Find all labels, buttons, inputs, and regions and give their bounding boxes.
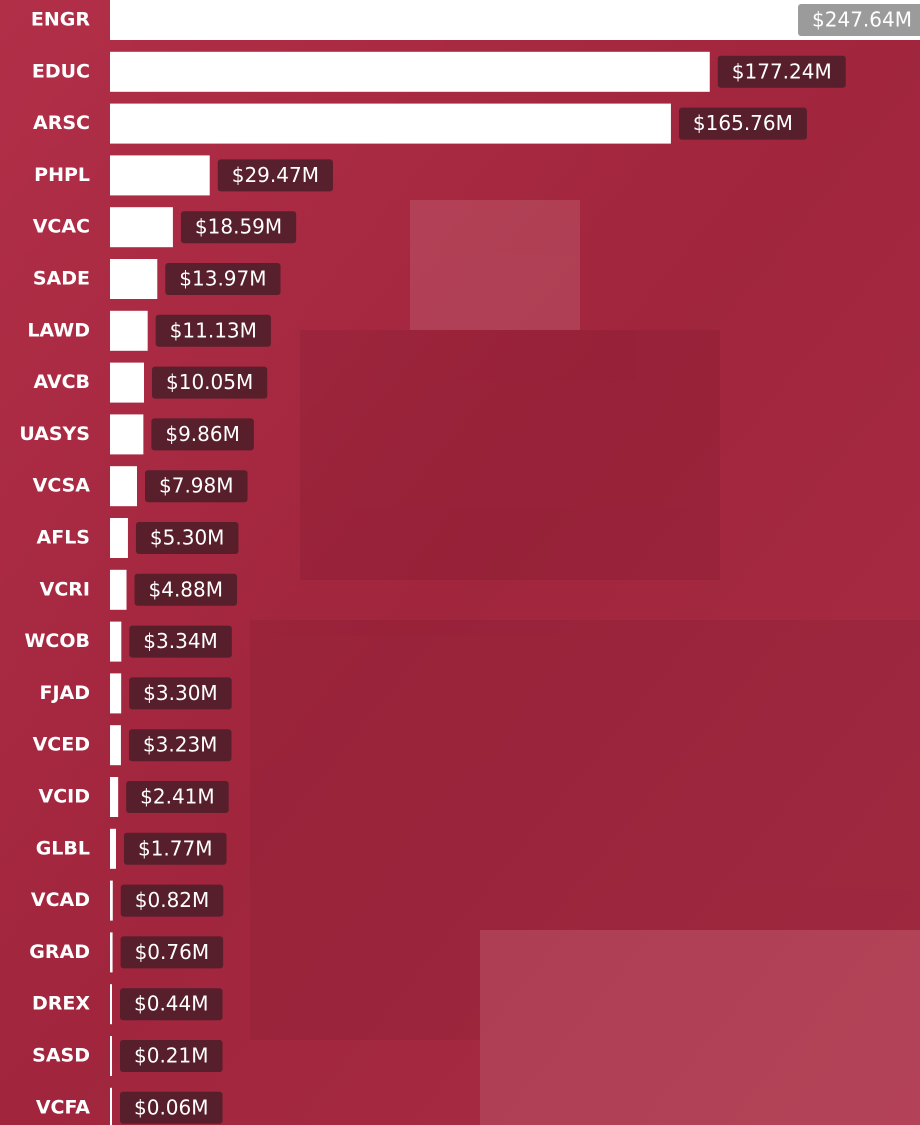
value-label: $2.41M [140,785,215,809]
bar [110,570,127,610]
category-label: SASD [32,1045,90,1067]
value-label-group: $0.82M [121,885,224,917]
value-label-group: $9.86M [151,418,254,450]
value-label-group: $1.77M [124,833,227,865]
value-label: $165.76M [693,111,793,135]
bar [110,518,128,558]
value-label-group: $10.05M [152,367,267,399]
value-label: $247.64M [812,8,912,32]
value-label: $9.86M [165,422,240,446]
value-label: $1.77M [138,836,213,860]
category-label: ENGR [31,9,90,31]
category-label: EDUC [32,60,90,82]
category-label: UASYS [19,423,90,445]
value-label-group: $3.30M [129,677,232,709]
category-label: DREX [32,993,90,1015]
category-label: SADE [33,268,90,290]
bar [110,104,671,144]
value-label: $3.23M [143,733,218,757]
value-label: $177.24M [732,59,832,83]
bar [110,155,210,195]
value-label: $10.05M [166,370,253,394]
category-label: VCED [33,734,90,756]
value-label-group: $11.13M [156,315,271,347]
value-label: $0.21M [134,1044,209,1068]
value-label: $7.98M [159,474,234,498]
category-label: VCID [39,786,91,808]
value-label: $18.59M [195,215,282,239]
bar [110,414,143,454]
value-label-group: $165.76M [679,108,807,140]
value-label-group: $177.24M [718,56,846,88]
bar [110,1088,112,1125]
category-label: VCSA [33,475,91,497]
value-label: $4.88M [149,577,224,601]
value-label-group: $2.41M [126,781,229,813]
category-label: GRAD [29,941,90,963]
value-label-group: $0.06M [120,1092,223,1124]
category-label: VCRI [40,578,90,600]
bar [110,622,121,662]
value-label-group: $18.59M [181,211,296,243]
bar [110,829,116,869]
category-label: AVCB [33,371,90,393]
value-label: $29.47M [232,163,319,187]
value-label: $3.30M [143,681,218,705]
category-label: VCAD [31,889,90,911]
bar [110,52,710,92]
bar [110,363,144,403]
bar [110,207,173,247]
value-label-group: $3.23M [129,729,232,761]
bar [110,466,137,506]
bar [110,311,148,351]
category-label: PHPL [34,164,90,186]
value-label: $5.30M [150,526,225,550]
category-label: FJAD [39,682,90,704]
bar [110,984,112,1024]
value-label-group: $5.30M [136,522,239,554]
category-label: VCFA [36,1096,90,1118]
value-label: $0.06M [134,1095,209,1119]
category-label: ARSC [33,112,90,134]
value-label-group: $7.98M [145,470,248,502]
value-label-group: $0.76M [121,936,224,968]
category-label: WCOB [24,630,90,652]
bar [110,725,121,765]
value-label: $0.82M [135,888,210,912]
chart: ENGR $247.64M EDUC $177.24M ARSC $165.76M PHPL… [0,0,920,1125]
category-label: AFLS [37,527,90,549]
value-label: $11.13M [170,318,257,342]
value-label-group: $13.97M [165,263,280,295]
value-label: $0.76M [135,940,210,964]
value-label: $0.44M [134,992,209,1016]
bar [110,673,121,713]
bar [110,777,118,817]
value-label: $13.97M [179,267,266,291]
bar [110,881,113,921]
bar [110,259,157,299]
value-label: $3.34M [143,629,218,653]
value-label-group: $0.21M [120,1040,223,1072]
bar [110,1036,112,1076]
value-label-group: $3.34M [129,626,232,658]
value-label-group: $247.64M [798,4,920,36]
category-label: GLBL [36,837,90,859]
value-label-group: $29.47M [218,159,333,191]
category-label: VCAC [33,216,90,238]
bar [110,932,113,972]
value-label-group: $4.88M [135,574,238,606]
category-label: LAWD [27,319,90,341]
value-label-group: $0.44M [120,988,223,1020]
